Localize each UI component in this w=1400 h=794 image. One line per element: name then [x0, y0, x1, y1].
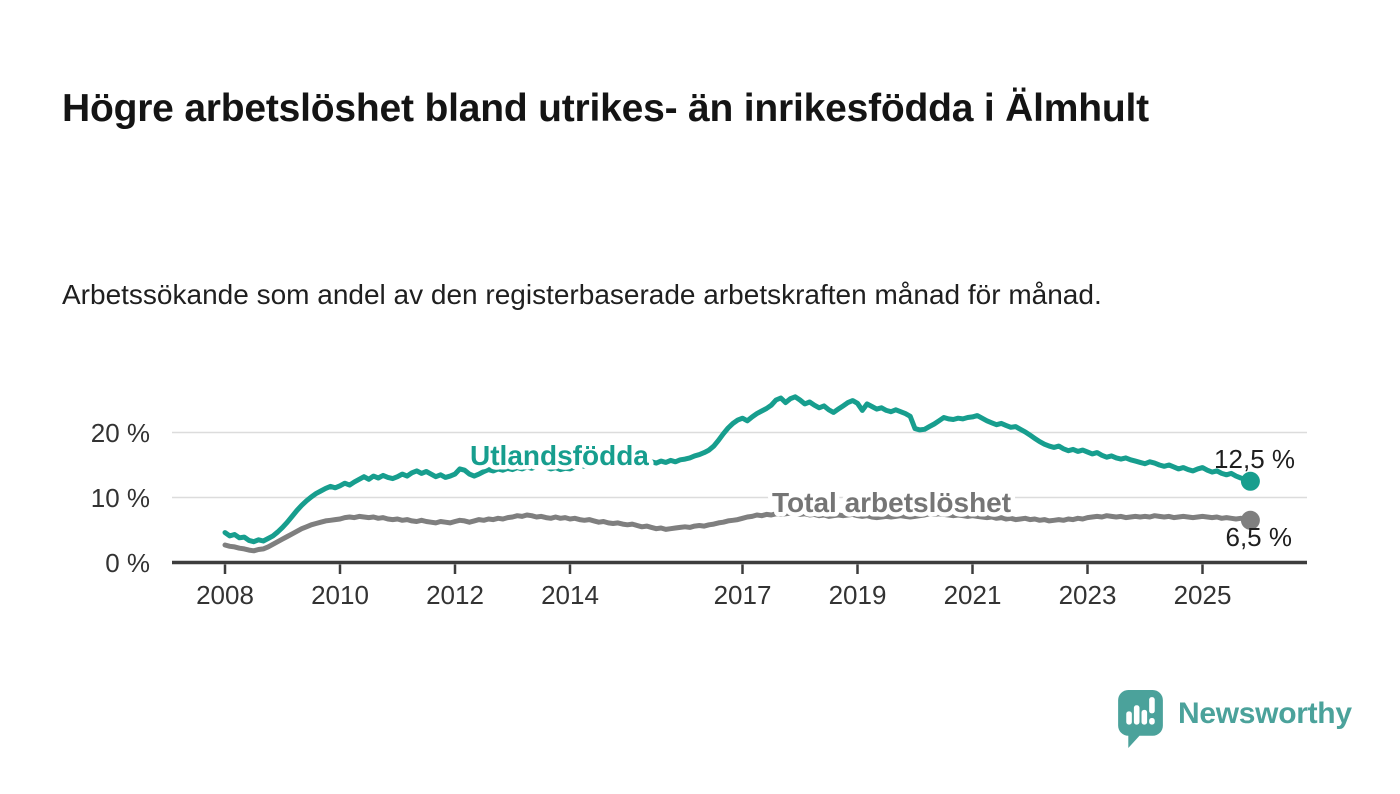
series-lines [222, 394, 1260, 554]
newsworthy-logo-text: Newsworthy [1178, 697, 1352, 730]
x-tick-label: 2012 [426, 580, 484, 610]
x-tick-label: 2021 [944, 580, 1002, 610]
x-tick-label: 2010 [311, 580, 369, 610]
newsworthy-logo: Newsworthy [1118, 690, 1352, 749]
x-tick-label: 2019 [829, 580, 887, 610]
series-end-dot-total [1240, 510, 1260, 530]
series-end-dot-utlandsfodda [1240, 471, 1260, 491]
y-axis-labels: 0 % 10 % 20 % [91, 418, 150, 578]
newsworthy-logo-icon [1118, 690, 1163, 748]
end-value-label-total: 6,5 % [1226, 522, 1293, 552]
bar-chart-glyph [1126, 697, 1155, 725]
x-tick-label: 2025 [1174, 580, 1232, 610]
series-line-utlandsfodda [222, 394, 1253, 545]
end-value-label-utlandsfodda: 12,5 % [1214, 444, 1295, 474]
speech-bubble-shape [1118, 690, 1163, 748]
y-tick-label: 20 % [91, 418, 150, 448]
series-line-total [222, 510, 1253, 554]
series-label-total-arbetsloshet: Total arbetslöshet [772, 487, 1011, 518]
x-tick-label: 2014 [541, 580, 599, 610]
x-tick-label: 2023 [1059, 580, 1117, 610]
y-tick-label: 0 % [105, 548, 150, 578]
y-tick-label: 10 % [91, 483, 150, 513]
series-label-utlandsfodda: Utlandsfödda [470, 440, 649, 471]
gridlines [172, 431, 1307, 499]
x-axis: 2008 2010 2012 2014 2017 2019 2021 2023 2025 [172, 560, 1307, 610]
x-tick-label: 2008 [196, 580, 254, 610]
x-tick-label: 2017 [714, 580, 772, 610]
chart-title: Högre arbetslöshet bland utrikes- än inr… [62, 87, 1149, 131]
chart-subtitle: Arbetssökande som andel av den registerb… [62, 279, 1102, 310]
